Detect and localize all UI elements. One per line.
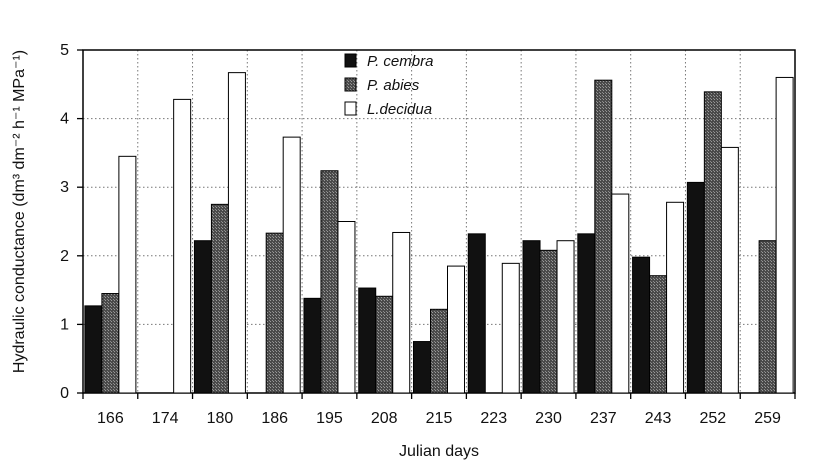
legend-swatch [344,77,357,92]
bar-l-decidua-223 [501,262,520,394]
bar-p-abies-195 [320,170,339,394]
bar-p-cembra-243 [632,256,651,394]
y-tick-label: 0 [60,385,69,402]
y-tick-label: 5 [60,42,69,59]
x-tick-label: 166 [97,410,124,427]
x-tick-label: 237 [590,410,617,427]
bar-p-abies-166 [101,293,120,394]
x-tick-label: 174 [152,410,179,427]
bar-p-cembra-195 [303,297,322,394]
bar-p-cembra-230 [522,240,541,394]
bar-p-cembra-237 [577,233,596,394]
bar-l-decidua-174 [173,98,192,394]
legend-swatch [344,53,357,68]
x-tick-label: 195 [316,410,343,427]
y-tick-label: 3 [60,179,69,196]
bar-p-abies-237 [594,79,613,394]
bar-l-decidua-252 [720,146,739,394]
x-tick-label: 208 [371,410,398,427]
axes: 0 1 2 3 4 5 166 174 180 186 195 208 215 223 230 237 243 2… [60,42,796,427]
bar-p-abies-259 [758,240,777,394]
y-tick-label: 2 [60,248,69,265]
bar-p-abies-208 [375,295,394,394]
legend: P. cembra P. abies L.decidua [344,53,433,118]
bar-l-decidua-230 [556,240,575,394]
bar-l-decidua-166 [118,155,137,394]
bar-p-abies-180 [210,203,229,394]
y-tick-label: 1 [60,316,69,333]
bar-l-decidua-186 [282,136,301,394]
bar-p-cembra-166 [84,305,103,394]
x-tick-label: 215 [426,410,453,427]
bar-l-decidua-215 [447,265,465,394]
legend-label: P. abies [367,77,420,94]
bar-p-abies-230 [539,249,558,394]
legend-label: P. cembra [367,53,433,70]
bar-l-decidua-180 [227,72,246,394]
bar-p-cembra-180 [193,240,212,394]
bar-p-cembra-252 [686,181,705,394]
x-tick-label: 186 [261,410,288,427]
x-tick-label: 230 [535,410,562,427]
bar-p-abies-243 [649,275,668,394]
legend-label: L.decidua [367,101,432,118]
x-tick-label: 180 [207,410,234,427]
legend-swatch [344,101,357,116]
x-tick-label: 252 [699,410,726,427]
bar-l-decidua-259 [775,76,794,394]
x-tick-label: 259 [754,410,781,427]
bar-p-cembra-215 [413,341,431,394]
bar-l-decidua-243 [666,201,685,394]
x-axis-title: Julian days [399,443,479,460]
bar-p-cembra-223 [467,233,486,394]
y-tick-label: 4 [60,111,69,128]
bar-l-decidua-195 [337,221,356,394]
bar-p-cembra-208 [358,287,377,394]
x-tick-label: 243 [645,410,672,427]
bar-p-abies-252 [703,91,722,394]
y-axis-title: Hydraulic conductance (dm³ dm⁻² h⁻¹ MPa⁻… [11,50,28,373]
bars [84,72,794,394]
bar-p-abies-186 [265,232,284,394]
bar-l-decidua-208 [392,231,411,394]
bar-p-abies-215 [430,308,448,394]
bar-l-decidua-237 [611,193,630,394]
x-tick-label: 223 [480,410,507,427]
